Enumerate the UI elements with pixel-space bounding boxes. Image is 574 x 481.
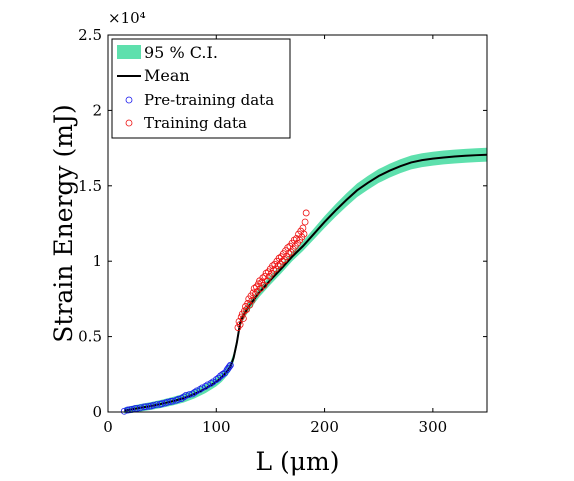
pretraining-point xyxy=(191,388,199,396)
pretraining-point xyxy=(153,401,161,409)
pretraining-point xyxy=(198,384,206,392)
pretraining-point xyxy=(202,382,209,390)
training-point xyxy=(300,230,308,238)
training-point xyxy=(236,321,244,328)
training-point xyxy=(261,272,269,280)
training-point xyxy=(274,262,282,270)
training-point xyxy=(239,315,247,322)
x-tick-label: 200 xyxy=(310,418,339,436)
training-point xyxy=(237,313,245,321)
pretraining-point xyxy=(219,370,227,378)
x-tick-label: 0 xyxy=(103,418,113,436)
pretraining-point xyxy=(212,376,220,383)
y-tick-label: 2.5 xyxy=(78,26,102,44)
pretraining-point xyxy=(207,379,215,387)
y-tick-label: 2 xyxy=(92,101,102,119)
training-point xyxy=(246,301,254,309)
training-point xyxy=(249,289,257,297)
y-tick-label: 0.5 xyxy=(78,328,102,346)
pretraining-point xyxy=(204,381,212,389)
pretraining-point xyxy=(225,363,233,371)
training-point xyxy=(241,307,248,315)
training-point xyxy=(248,297,256,304)
pretraining-point xyxy=(142,403,150,411)
pretraining-point xyxy=(133,404,141,412)
plot-frame xyxy=(107,34,488,413)
training-point xyxy=(285,250,293,258)
axis-ticks: 0 100 200 300 0 0.5 1 1.5 2 2.5 xyxy=(78,26,487,436)
legend-box xyxy=(111,38,291,139)
training-point xyxy=(278,257,286,265)
training-point xyxy=(263,277,271,285)
legend-training-swatch xyxy=(125,119,133,127)
legend-label-ci: 95 % C.I. xyxy=(144,43,218,62)
pretraining-point xyxy=(145,402,153,410)
legend-label-mean: Mean xyxy=(144,66,190,85)
mean-line-layer xyxy=(124,153,488,412)
pretraining-point xyxy=(174,395,182,403)
training-point xyxy=(301,218,309,226)
y-multiplier-label: ×10⁴ xyxy=(108,9,146,27)
y-tick-label: 1.5 xyxy=(78,177,102,195)
x-tick-label: 100 xyxy=(202,418,231,436)
x-axis-label: L (μm) xyxy=(255,447,339,476)
mean-line xyxy=(124,153,488,412)
pretraining-point xyxy=(193,387,201,395)
pretraining-point xyxy=(137,404,144,412)
training-point xyxy=(302,209,310,217)
pretraining-point xyxy=(226,361,234,369)
legend-ci-swatch xyxy=(117,45,141,59)
legend: 95 % C.I. Mean Pre-training data Trainin… xyxy=(111,38,291,139)
pretraining-point xyxy=(150,401,157,409)
pretraining-point xyxy=(124,406,131,414)
pretraining-point xyxy=(182,392,190,399)
ci-band-layer xyxy=(124,147,487,414)
training-markers-layer xyxy=(234,209,310,331)
pretraining-point xyxy=(164,398,171,406)
pretraining-point xyxy=(196,385,204,393)
legend-label-training: Training data xyxy=(144,114,247,132)
legend-label-pretraining: Pre-training data xyxy=(144,91,274,109)
pretraining-markers-layer xyxy=(120,361,234,415)
y-tick-label: 0 xyxy=(92,403,102,421)
pretraining-point xyxy=(140,403,148,411)
y-axis-label: Strain Energy (mJ) xyxy=(49,104,78,342)
training-point xyxy=(260,281,268,289)
legend-pretraining-swatch xyxy=(125,96,133,104)
x-tick-label: 300 xyxy=(419,418,448,436)
pretraining-point xyxy=(215,374,222,382)
ci-band xyxy=(124,147,487,414)
y-tick-label: 1 xyxy=(92,252,102,270)
